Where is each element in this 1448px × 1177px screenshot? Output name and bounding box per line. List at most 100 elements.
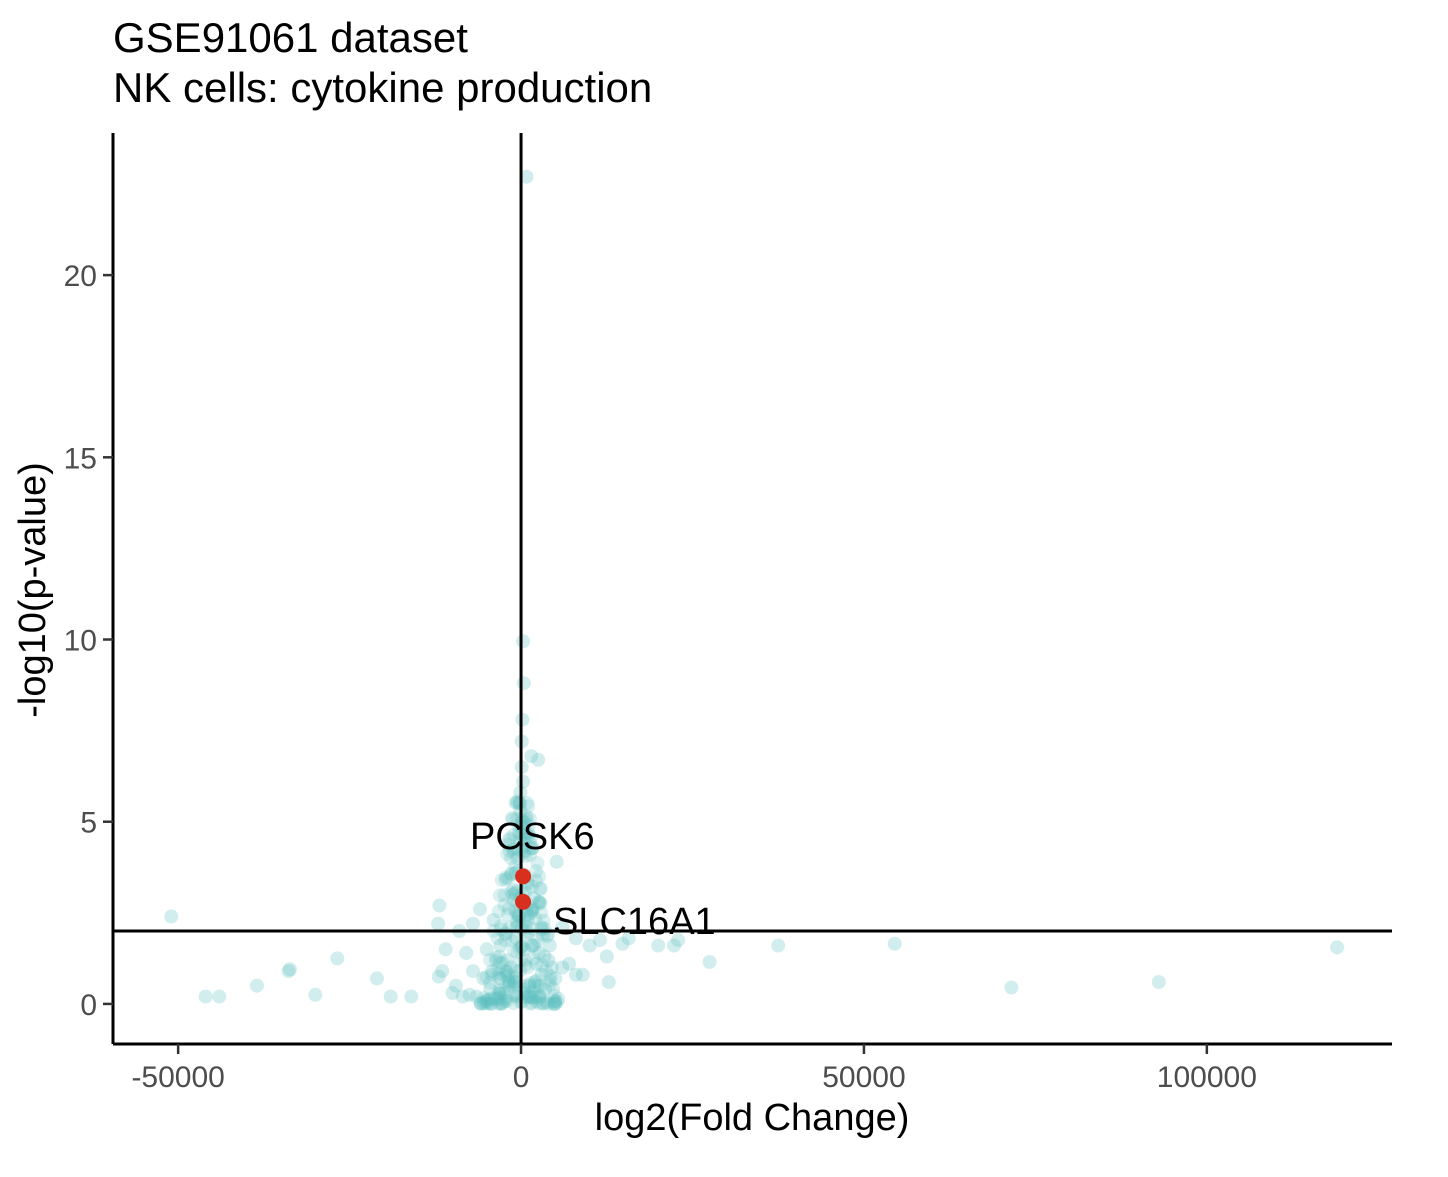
data-point (536, 996, 551, 1011)
data-point (568, 931, 583, 946)
data-point (525, 840, 540, 855)
x-tick-label: 0 (513, 1061, 530, 1094)
data-point (502, 843, 517, 858)
data-point (522, 835, 537, 850)
data-point (499, 964, 513, 979)
data-point (1004, 980, 1019, 995)
data-point (525, 938, 540, 953)
data-point (490, 962, 505, 977)
data-point (520, 960, 535, 975)
data-point (499, 965, 514, 980)
data-point (501, 978, 516, 993)
data-point (494, 922, 508, 937)
data-point (448, 978, 463, 993)
data-point (529, 956, 544, 971)
data-point (500, 953, 515, 968)
data-point (539, 995, 554, 1010)
data-point (506, 827, 521, 842)
y-tick-label: 15 (64, 442, 97, 475)
data-point (548, 994, 562, 1009)
data-point (483, 992, 498, 1007)
y-axis-title: -log10(p-value) (12, 462, 54, 718)
data-point (493, 990, 508, 1005)
data-point (469, 989, 484, 1004)
data-point (483, 982, 498, 997)
data-point (531, 987, 546, 1002)
data-point (527, 978, 542, 993)
data-point (473, 996, 488, 1011)
data-point (530, 933, 545, 948)
data-point (524, 905, 539, 920)
x-tick-label: 100000 (1157, 1061, 1257, 1094)
data-point (501, 901, 516, 916)
data-point (479, 970, 494, 985)
data-point (282, 962, 297, 977)
data-point (479, 996, 494, 1011)
data-point (508, 974, 523, 989)
data-point (546, 996, 561, 1011)
data-point (526, 951, 541, 966)
data-point (536, 996, 550, 1011)
data-point (533, 989, 548, 1004)
y-tick-label: 5 (80, 807, 97, 840)
gene-label-slc16a1: SLC16A1 (553, 901, 716, 943)
data-point (506, 882, 521, 897)
data-point (521, 908, 535, 923)
data-point (486, 913, 501, 928)
data-point (494, 873, 509, 888)
data-point (438, 942, 453, 957)
data-point (492, 888, 507, 903)
data-point (480, 993, 495, 1008)
data-point (445, 986, 460, 1000)
data-point (522, 990, 537, 1005)
data-point (507, 976, 522, 991)
data-point (484, 967, 499, 982)
highlight-layer: PCSK6 SLC16A1 (470, 816, 716, 943)
data-point (508, 964, 523, 979)
data-point (500, 967, 515, 982)
data-point (495, 996, 510, 1011)
data-point (506, 988, 521, 1003)
data-point (529, 973, 544, 988)
data-point (497, 888, 512, 903)
data-point (500, 846, 515, 861)
data-point (541, 996, 556, 1011)
data-point (520, 989, 535, 1004)
data-point (519, 812, 534, 827)
data-point (592, 933, 607, 948)
data-point (370, 971, 384, 986)
data-point (548, 971, 563, 986)
data-point (492, 949, 507, 964)
points-layer (164, 169, 1345, 1011)
data-point (533, 881, 548, 896)
data-point (536, 913, 551, 928)
data-point (527, 975, 542, 990)
data-point (488, 953, 503, 968)
data-point (667, 938, 681, 953)
data-point (480, 992, 495, 1007)
data-point (504, 851, 519, 866)
data-point (508, 795, 523, 810)
data-point (527, 990, 542, 1005)
data-point (383, 989, 398, 1004)
data-point (496, 986, 511, 1000)
data-point (551, 991, 566, 1006)
data-point (547, 996, 562, 1011)
data-point (501, 871, 516, 886)
data-point (505, 812, 520, 827)
data-point (503, 960, 518, 975)
data-point (491, 970, 506, 985)
data-point (529, 873, 544, 888)
data-point (538, 982, 552, 997)
data-point (479, 942, 494, 957)
data-point (499, 991, 514, 1006)
data-point (474, 996, 489, 1010)
data-point (523, 996, 538, 1011)
data-point (575, 967, 590, 982)
data-point (599, 949, 614, 964)
data-point (525, 985, 540, 1000)
data-point (519, 809, 534, 824)
data-point (493, 983, 508, 998)
chart-title: GSE91061 dataset (113, 14, 468, 61)
